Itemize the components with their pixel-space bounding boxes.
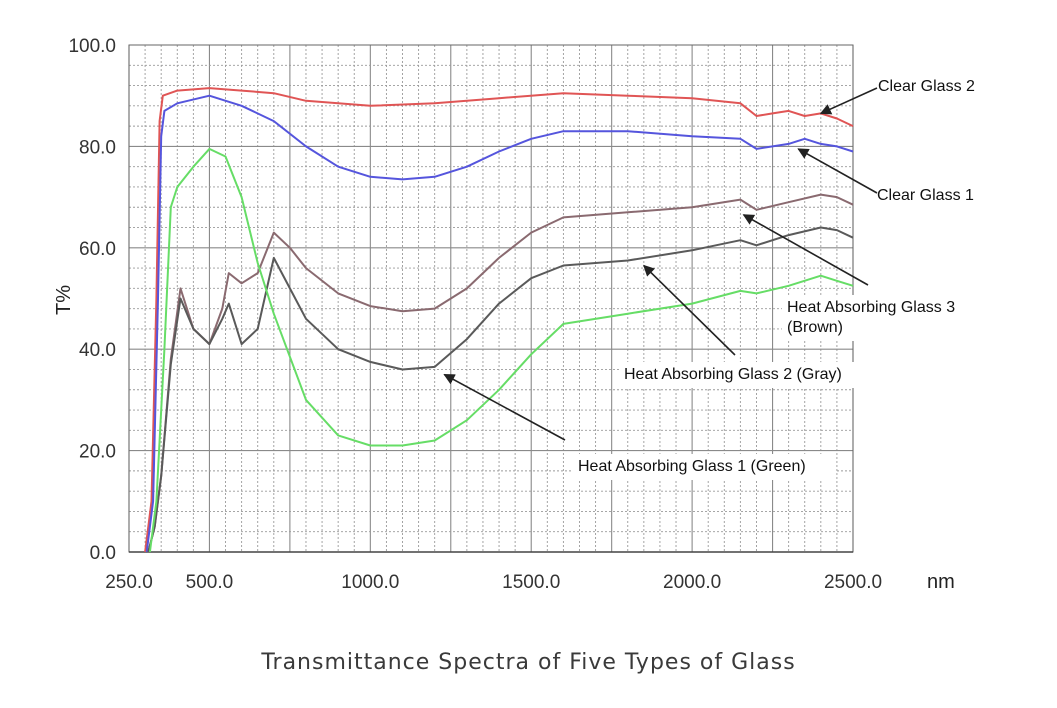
series-line [147,226,854,553]
x-tick-label: 1000.0 [341,572,399,593]
series-line [148,147,854,553]
annotation-box [573,454,835,480]
annotation-arrow [643,264,736,356]
series-line [145,94,854,553]
annotation-box [619,362,873,388]
annotation-label: Clear Glass 1 [877,187,974,204]
y-tick-label: 80.0 [79,137,116,158]
x-tick-label: 2500.0 [824,572,882,593]
annotation-box [782,295,977,341]
x-tick-label: 1500.0 [502,572,560,593]
annotation-arrow [742,214,869,286]
annotation-label: Clear Glass 2 [878,78,975,95]
y-tick-label: 100.0 [68,36,116,57]
annotation-arrow [443,373,566,441]
annotations: Clear Glass 2 Clear Glass 1 Heat Absorbing… [443,74,993,480]
annotation-label: Heat Absorbing Glass 2 (Gray) [624,366,842,383]
x-axis-unit: nm [927,571,955,593]
y-tick-label: 20.0 [79,442,116,463]
series-lines [144,87,854,553]
annotation-arrow [797,148,878,194]
y-tick-label: 0.0 [90,543,116,564]
y-tick-label: 60.0 [79,239,116,260]
chart-caption: Transmittance Spectra of Five Types of G… [261,650,796,675]
x-tick-label: 500.0 [186,572,234,593]
annotation-label: (Brown) [787,319,843,336]
annotation-label: Heat Absorbing Glass 3 [787,299,955,316]
annotation-label: Heat Absorbing Glass 1 (Green) [578,458,806,475]
y-axis-label: T% [53,285,75,315]
x-tick-label: 2000.0 [663,572,721,593]
y-tick-labels: 0.0 20.0 40.0 60.0 80.0 100.0 [68,36,116,564]
x-tick-label: 250.0 [105,572,153,593]
annotation-box [873,74,993,100]
annotation-box [872,183,992,209]
series-line [144,87,854,553]
annotation-arrow [819,87,878,115]
x-tick-labels: 250.0 500.0 1000.0 1500.0 2000.0 2500.0 [105,572,882,593]
transmittance-chart: 0.0 20.0 40.0 60.0 80.0 100.0 250.0 500.0 1000.… [53,36,993,593]
y-tick-label: 40.0 [79,340,116,361]
